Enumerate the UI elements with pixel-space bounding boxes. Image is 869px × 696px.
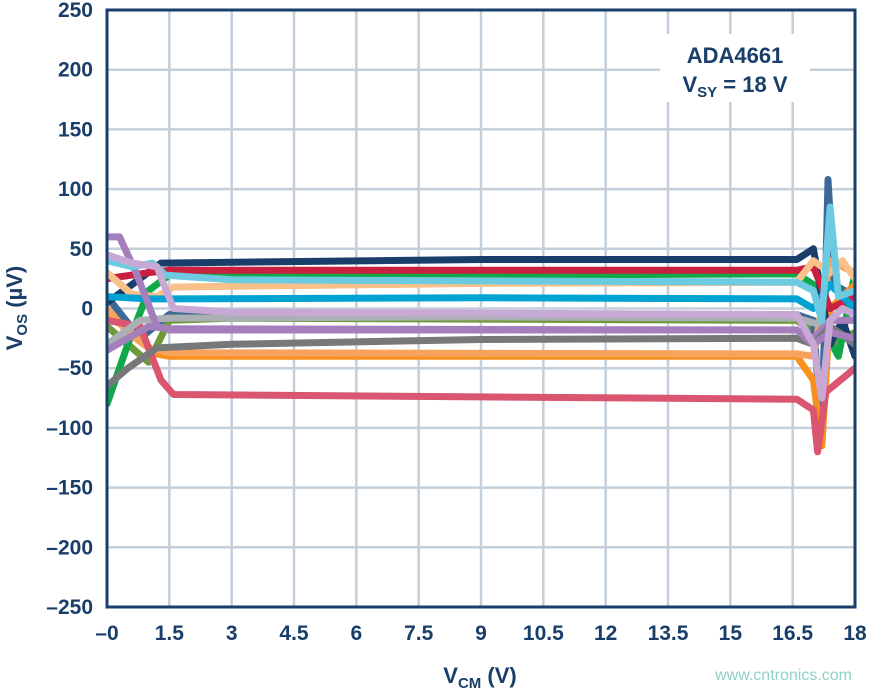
series-group bbox=[103, 176, 859, 456]
y-tick-label: 250 bbox=[58, 0, 93, 22]
x-tick-label: 15 bbox=[719, 622, 743, 645]
x-tick-label: 10.5 bbox=[523, 622, 564, 645]
x-tick-label: 16.5 bbox=[772, 622, 813, 645]
series-line-8 bbox=[103, 263, 859, 312]
y-tick-label: 50 bbox=[70, 238, 93, 261]
x-tick-label: 4.5 bbox=[279, 622, 309, 645]
annotation-box: ADA4661 VSY = 18 V bbox=[660, 34, 810, 102]
x-axis-label: VCM (V) bbox=[443, 663, 516, 691]
y-tick-label: –100 bbox=[46, 417, 93, 440]
x-tick-label: 3 bbox=[226, 622, 238, 645]
y-tick-label: –250 bbox=[46, 596, 93, 619]
x-tick-label: 9 bbox=[475, 622, 487, 645]
x-tick-label: 7.5 bbox=[404, 622, 434, 645]
annotation-part-name: ADA4661 bbox=[687, 43, 784, 68]
right-mask bbox=[856, 0, 869, 691]
y-tick-labels: –250 –200 –150 –100 –50 0 50 100 150 200 250 bbox=[46, 0, 93, 619]
annotation-background bbox=[660, 34, 810, 102]
x-tick-label: 6 bbox=[350, 622, 362, 645]
left-mask bbox=[0, 0, 106, 691]
y-tick-label: 150 bbox=[58, 118, 93, 141]
grid bbox=[105, 8, 857, 609]
x-tick-label: 18 bbox=[843, 622, 867, 645]
y-tick-label: –150 bbox=[46, 477, 93, 500]
x-tick-label: 13.5 bbox=[648, 622, 689, 645]
series-line-16 bbox=[103, 251, 859, 402]
watermark: www.cntronics.com bbox=[714, 667, 852, 684]
y-axis-label: VOS (µV) bbox=[2, 266, 31, 351]
x-tick-labels: –0 1.5 3 4.5 6 7.5 9 10.5 12 13.5 15 16.5 18 bbox=[95, 622, 867, 645]
x-tick-label: –0 bbox=[95, 622, 118, 645]
y-tick-label: 100 bbox=[58, 178, 93, 201]
plot-border bbox=[105, 8, 857, 609]
y-tick-label: 0 bbox=[81, 298, 93, 321]
x-tick-label: 1.5 bbox=[155, 622, 185, 645]
y-tick-label: –200 bbox=[46, 536, 93, 559]
y-tick-label: 200 bbox=[58, 59, 93, 82]
x-tick-label: 12 bbox=[594, 622, 617, 645]
annotation-supply: VSY = 18 V bbox=[682, 72, 787, 101]
y-tick-label: –50 bbox=[58, 357, 93, 380]
